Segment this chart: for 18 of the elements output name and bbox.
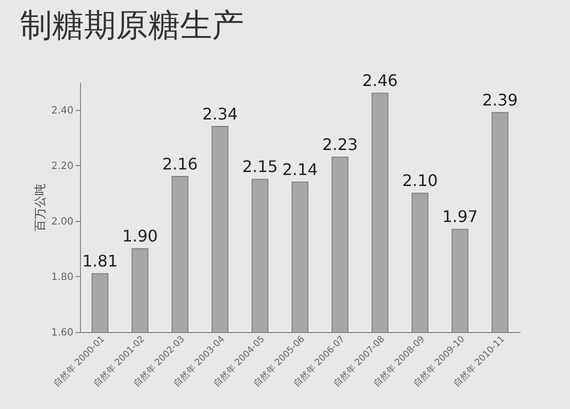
y-axis-title: 百万公吨 (33, 184, 48, 232)
y-tick-label: 1.80 (51, 272, 74, 283)
data-label: 2.34 (202, 104, 238, 124)
data-label: 1.97 (442, 207, 478, 226)
data-label: 2.39 (482, 90, 518, 110)
y-tick-label: 2.40 (51, 105, 74, 116)
y-tick-label: 1.60 (51, 328, 74, 338)
data-label: 2.46 (362, 71, 398, 90)
data-label: 2.15 (242, 157, 278, 176)
data-label: 2.14 (282, 160, 318, 179)
y-tick-label: 2.00 (51, 216, 74, 228)
data-label: 1.81 (82, 252, 118, 271)
data-label: 2.23 (322, 135, 358, 154)
y-tick-label: 2.20 (51, 160, 74, 172)
chart-title: 制糖期原糖生产 (20, 6, 244, 44)
data-label: 2.10 (402, 171, 438, 190)
data-label: 1.90 (122, 226, 158, 246)
data-label: 2.16 (162, 154, 198, 174)
